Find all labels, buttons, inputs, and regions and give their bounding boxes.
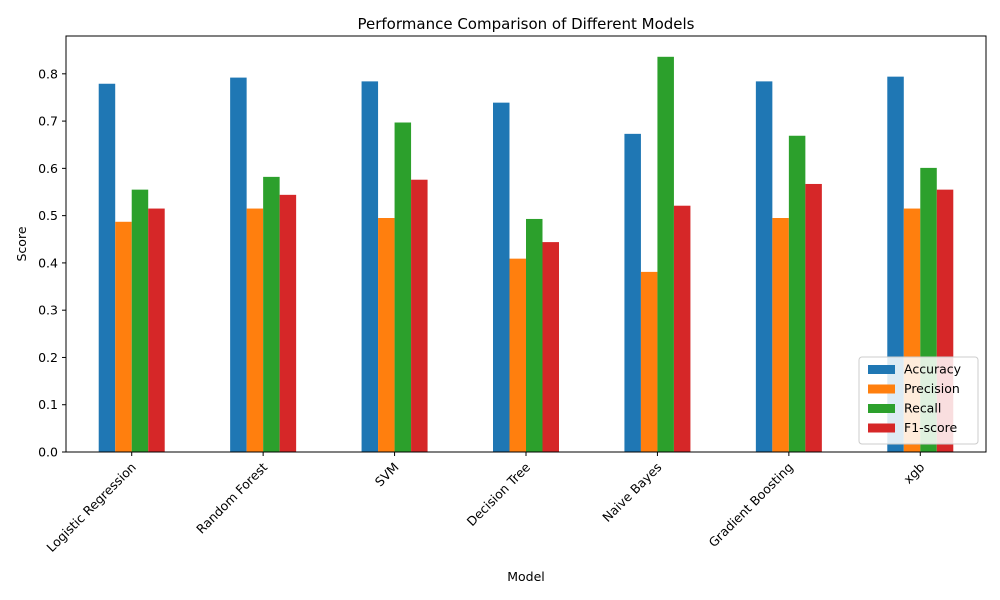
bar-precision-1	[246, 208, 264, 452]
bar-accuracy-4	[624, 133, 641, 452]
y-tick-label: 0.5	[38, 208, 58, 223]
bar-recall-3	[526, 218, 543, 452]
legend-label: F1-score	[904, 420, 958, 435]
legend-box	[858, 356, 979, 445]
bar-f1-score-2	[411, 179, 428, 452]
legend-label: Precision	[904, 381, 960, 396]
bars-layer	[98, 56, 954, 453]
legend-swatch	[868, 423, 895, 433]
bar-precision-0	[115, 221, 132, 452]
x-tick-label: Decision Tree	[464, 459, 534, 529]
bar-f1-score-3	[542, 242, 559, 452]
bar-precision-2	[378, 218, 395, 452]
bar-f1-score-1	[279, 194, 297, 452]
bar-precision-3	[509, 258, 526, 452]
x-tick-label: Random Forest	[193, 459, 270, 536]
y-axis: 0.0 0.1 0.2 0.3 0.4 0.5 0.6 0.7 0.8	[38, 66, 66, 460]
bar-precision-5	[772, 218, 789, 452]
y-tick-label: 0.8	[38, 66, 58, 81]
legend-swatch	[868, 404, 895, 413]
x-tick-label: Gradient Boosting	[705, 460, 796, 551]
bar-recall-4	[657, 56, 674, 453]
legend-label: Accuracy	[904, 362, 962, 377]
y-tick-label: 0.3	[38, 303, 58, 318]
bar-accuracy-3	[493, 102, 510, 453]
x-axis-title: Model	[507, 569, 545, 584]
y-tick-label: 0.7	[38, 114, 58, 129]
legend-swatch	[868, 384, 895, 394]
x-tick-label: Naive Bayes	[599, 460, 664, 525]
bar-recall-1	[263, 176, 280, 452]
bar-f1-score-5	[805, 183, 822, 452]
bar-recall-5	[788, 135, 806, 452]
bar-recall-2	[394, 122, 412, 452]
y-tick-label: 0.6	[38, 161, 58, 176]
x-tick-label: Logistic Regression	[43, 460, 138, 555]
chart-title: Performance Comparison of Different Mode…	[358, 15, 695, 33]
x-tick-label: SVM	[372, 460, 402, 490]
bar-recall-0	[131, 189, 149, 452]
x-axis: Logistic Regression Random Forest SVM Decis…	[43, 452, 927, 555]
bar-accuracy-0	[98, 83, 116, 452]
y-tick-label: 0.4	[38, 255, 58, 270]
x-tick-label: xgb	[900, 459, 927, 486]
bar-f1-score-4	[673, 205, 691, 452]
bar-f1-score-0	[148, 208, 165, 452]
legend: Accuracy Precision Recall F1-score	[858, 356, 979, 445]
y-tick-label: 0.0	[38, 445, 58, 460]
bar-precision-4	[640, 271, 658, 452]
bar-accuracy-5	[755, 81, 773, 452]
bar-accuracy-1	[230, 77, 247, 452]
y-tick-label: 0.1	[38, 397, 58, 412]
y-axis-title: Score	[14, 226, 29, 261]
bar-accuracy-2	[361, 81, 379, 452]
legend-label: Recall	[904, 401, 941, 416]
legend-swatch	[868, 365, 895, 374]
y-tick-label: 0.2	[38, 350, 58, 365]
